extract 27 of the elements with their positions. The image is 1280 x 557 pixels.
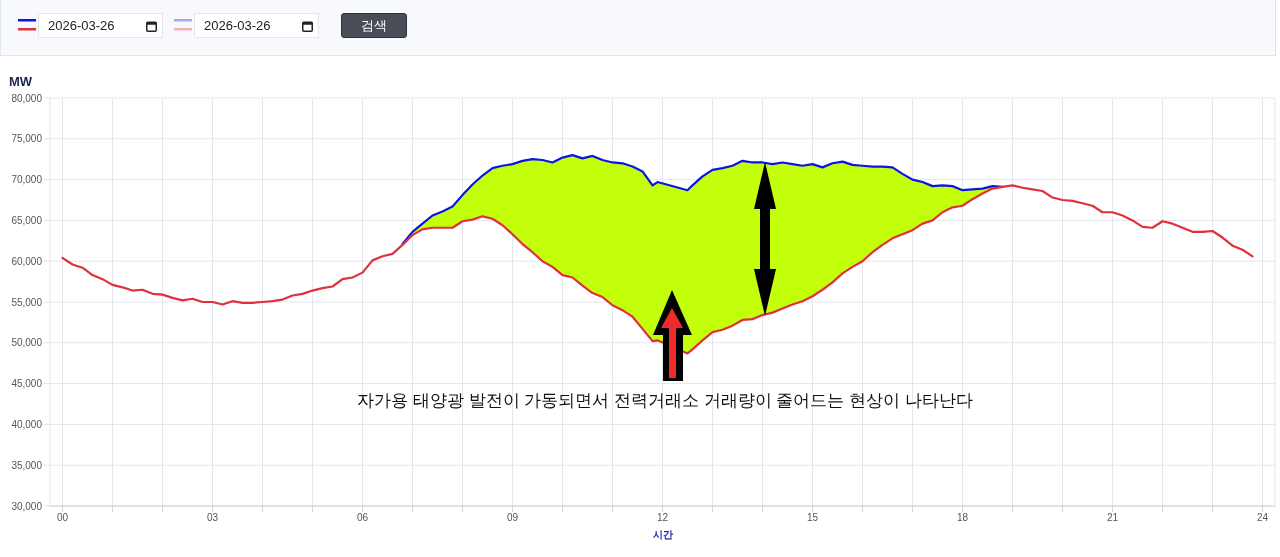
x-tick-label: 09 — [506, 512, 519, 524]
y-tick-label: 65,000 — [11, 214, 43, 226]
x-tick-label: 12 — [656, 512, 669, 524]
y-tick-label: 30,000 — [11, 500, 43, 512]
date-field: 2026-03-26 — [194, 13, 319, 38]
x-tick-label: 21 — [1106, 512, 1119, 524]
y-tick-label: 50,000 — [11, 337, 43, 349]
x-tick-label: 00 — [56, 512, 69, 524]
date-field: 2026-03-26 — [38, 13, 163, 38]
y-tick-label: 55,000 — [11, 296, 43, 308]
y-tick-label: 75,000 — [11, 133, 43, 145]
y-tick-label: 40,000 — [11, 418, 43, 430]
y-tick-label: 80,000 — [11, 92, 43, 104]
search-button: 검색 — [341, 13, 407, 38]
line-series — [61, 184, 1254, 355]
x-axis-title: 시간 — [652, 529, 673, 540]
y-tick-label: 35,000 — [11, 459, 43, 471]
y-tick-label: 45,000 — [11, 378, 43, 390]
y-axis-title: MW — [9, 74, 33, 89]
annotation: 자가용 태양광 발전이 가동되면서 전력거래소 거래량이 줄어드는 현상이 나타난다 — [357, 390, 973, 412]
x-tick-label: 03 — [206, 512, 219, 524]
y-tick-label: 60,000 — [11, 255, 43, 267]
x-tick-label: 15 — [806, 512, 819, 524]
y-tick-label: 70,000 — [11, 174, 43, 186]
x-tick-label: 06 — [356, 512, 369, 524]
x-tick-label: 18 — [956, 512, 969, 524]
x-tick-label: 24 — [1256, 512, 1269, 524]
